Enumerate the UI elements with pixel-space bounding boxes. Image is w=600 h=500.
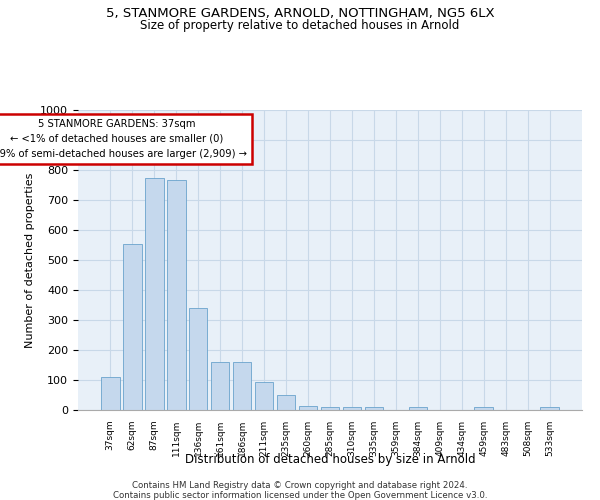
Text: Size of property relative to detached houses in Arnold: Size of property relative to detached ho… [140,19,460,32]
Bar [320,407,340,410]
Bar [343,407,361,410]
Bar [101,377,119,410]
Text: Distribution of detached houses by size in Arnold: Distribution of detached houses by size … [185,452,475,466]
Text: 5 STANMORE GARDENS: 37sqm
← <1% of detached houses are smaller (0)
>99% of semi-: 5 STANMORE GARDENS: 37sqm ← <1% of detac… [0,119,247,158]
Bar [299,406,317,410]
Bar [475,407,493,410]
Bar [255,382,274,410]
Bar [365,407,383,410]
Text: 5, STANMORE GARDENS, ARNOLD, NOTTINGHAM, NG5 6LX: 5, STANMORE GARDENS, ARNOLD, NOTTINGHAM,… [106,8,494,20]
Bar [211,362,229,410]
Bar [145,178,164,410]
Bar [189,308,208,410]
Bar [541,407,559,410]
Bar [233,362,251,410]
Bar [123,244,142,410]
Text: Contains public sector information licensed under the Open Government Licence v3: Contains public sector information licen… [113,491,487,500]
Bar [409,407,427,410]
Bar [167,180,185,410]
Text: Contains HM Land Registry data © Crown copyright and database right 2024.: Contains HM Land Registry data © Crown c… [132,481,468,490]
Y-axis label: Number of detached properties: Number of detached properties [25,172,35,348]
Bar [277,395,295,410]
